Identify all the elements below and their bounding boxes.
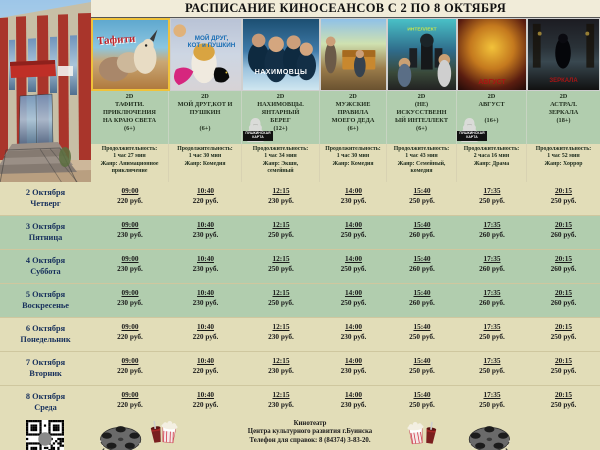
svg-text:ИНТЕЛЛЕКТ: ИНТЕЛЛЕКТ [407, 27, 436, 33]
